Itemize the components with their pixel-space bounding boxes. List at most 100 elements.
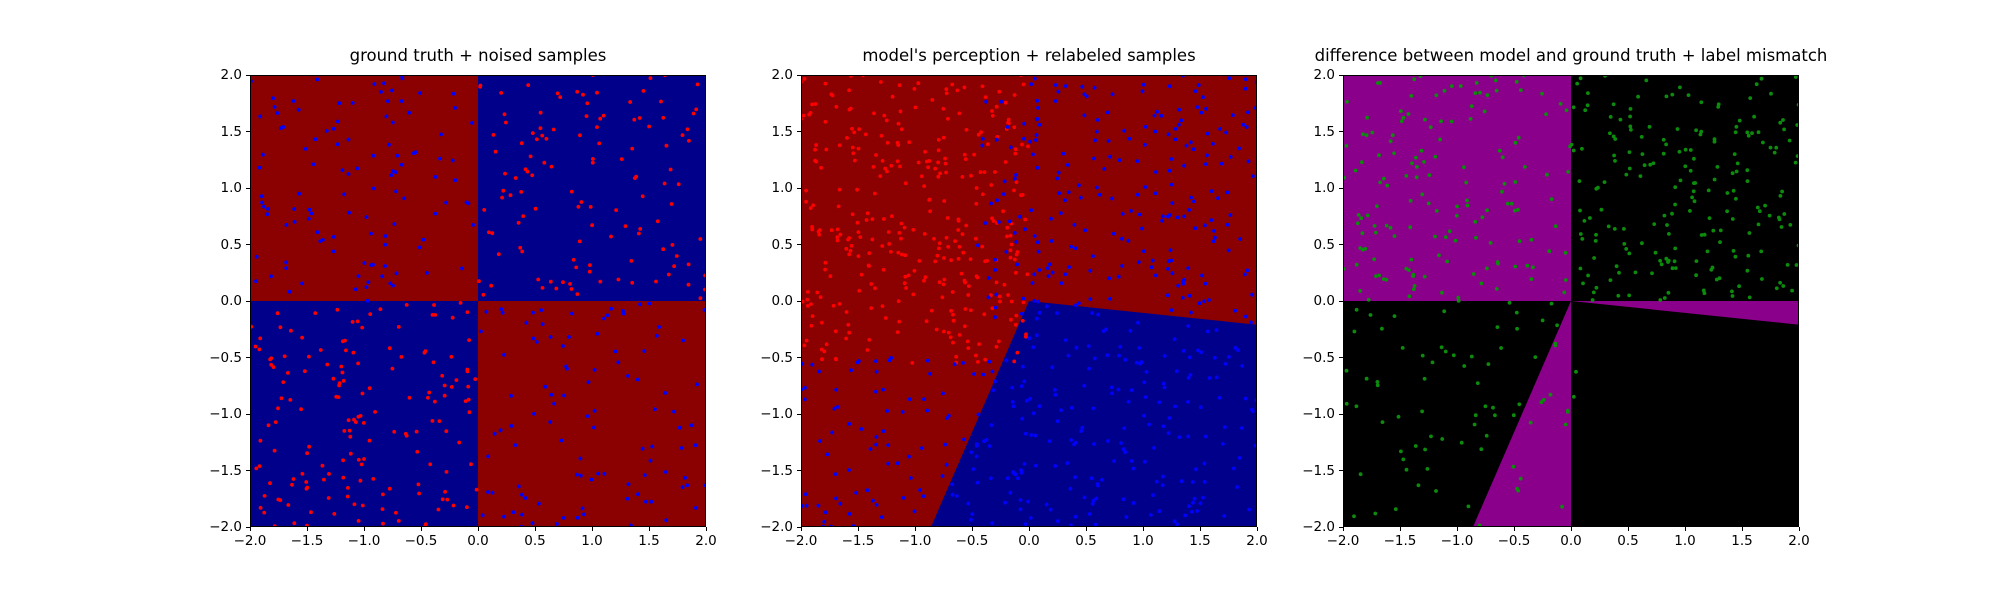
sample-dot	[1005, 225, 1010, 230]
sample-dot	[984, 99, 988, 104]
sample-dot	[1707, 216, 1712, 221]
sample-dot	[1479, 281, 1484, 286]
sample-dot	[513, 176, 518, 180]
sample-dot	[867, 251, 872, 256]
sample-dot	[1433, 234, 1437, 239]
sample-dot	[1408, 225, 1413, 230]
sample-dot	[801, 113, 806, 118]
sample-dot	[813, 102, 818, 106]
sample-dot	[549, 392, 554, 397]
plot-svg	[250, 75, 706, 527]
x-tick-label: −2.0	[784, 533, 818, 549]
sample-dot	[1636, 94, 1640, 99]
sample-dot	[950, 492, 955, 497]
sample-dot	[1018, 498, 1023, 502]
sample-dot	[1757, 209, 1762, 214]
sample-dot	[1031, 411, 1036, 416]
sample-dot	[1106, 439, 1110, 443]
sample-dot	[1353, 168, 1358, 173]
sample-dot	[492, 431, 497, 436]
sample-dot	[903, 181, 908, 186]
sample-dot	[381, 492, 385, 497]
sample-dot	[1183, 513, 1188, 518]
sample-dot	[695, 382, 699, 387]
sample-dot	[1173, 404, 1177, 409]
sample-dot	[1162, 385, 1167, 390]
sample-dot	[942, 199, 947, 203]
sample-dot	[489, 283, 494, 288]
sample-dot	[880, 515, 884, 519]
sample-dot	[1499, 346, 1503, 350]
sample-dot	[1694, 128, 1698, 133]
sample-dot	[532, 411, 536, 416]
sample-dot	[458, 301, 463, 305]
sample-dot	[360, 391, 365, 396]
sample-dot	[609, 234, 613, 239]
sample-dot	[465, 369, 470, 374]
sample-dot	[1445, 259, 1450, 264]
sample-dot	[686, 282, 691, 287]
sample-dot	[1377, 273, 1381, 278]
sample-dot	[1443, 349, 1448, 354]
sample-dot	[536, 277, 541, 282]
sample-dot	[980, 143, 985, 148]
sample-dot	[990, 306, 995, 311]
sample-dot	[1715, 165, 1720, 169]
sample-dot	[976, 360, 980, 364]
sample-dot	[540, 133, 545, 138]
sample-dot	[282, 354, 287, 359]
sample-dot	[428, 462, 433, 467]
sample-dot	[1202, 461, 1207, 466]
sample-dot	[324, 129, 329, 133]
sample-dot	[1108, 154, 1112, 159]
sample-dot	[1670, 266, 1675, 271]
sample-dot	[490, 490, 495, 495]
sample-dot	[689, 423, 694, 428]
sample-dot	[975, 442, 979, 447]
sample-dot	[1422, 160, 1426, 164]
sample-dot	[258, 505, 263, 510]
sample-dot	[360, 503, 365, 508]
sample-dot	[1529, 277, 1534, 281]
sample-dot	[1780, 189, 1784, 194]
sample-dot	[1734, 124, 1739, 129]
sample-dot	[1373, 511, 1378, 516]
sample-dot	[672, 409, 676, 414]
sample-dot	[869, 306, 874, 310]
sample-dot	[949, 258, 953, 263]
sample-dot	[1774, 145, 1779, 150]
sample-dot	[1110, 196, 1114, 201]
sample-dot	[668, 167, 673, 172]
sample-dot	[640, 446, 645, 451]
sample-dot	[1159, 113, 1164, 118]
sample-dot	[1109, 385, 1114, 390]
sample-dot	[1169, 157, 1174, 161]
sample-dot	[680, 133, 685, 137]
sample-dot	[674, 254, 679, 258]
sample-dot	[1082, 383, 1087, 388]
sample-dot	[616, 277, 621, 282]
sample-dot	[1500, 189, 1504, 194]
sample-dot	[286, 371, 290, 375]
x-tick-label: −1.5	[841, 533, 875, 549]
sample-dot	[1092, 356, 1097, 361]
sample-dot	[1191, 480, 1195, 484]
plot-title-ground-truth: ground truth + noised samples	[349, 46, 607, 65]
sample-dot	[1223, 362, 1228, 366]
sample-dot	[1015, 250, 1020, 254]
sample-dot	[1653, 250, 1658, 255]
sample-dot	[676, 182, 681, 187]
sample-dot	[975, 480, 980, 485]
sample-dot	[1065, 461, 1070, 465]
y-tick-label: 0.0	[220, 293, 242, 309]
sample-dot	[1014, 173, 1018, 177]
sample-dot	[1022, 379, 1027, 384]
sample-dot	[1392, 151, 1396, 156]
sample-dot	[1160, 483, 1165, 487]
sample-dot	[578, 456, 583, 461]
sample-dot	[1196, 83, 1201, 87]
sample-dot	[847, 88, 851, 93]
sample-dot	[364, 215, 369, 220]
sample-dot	[598, 279, 603, 284]
x-tick-label: −0.5	[404, 533, 438, 549]
